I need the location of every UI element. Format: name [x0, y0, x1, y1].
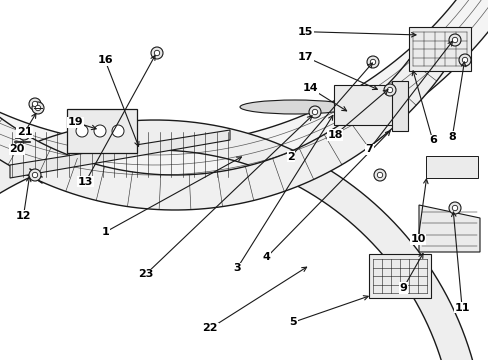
Circle shape: [386, 87, 392, 93]
Text: 18: 18: [326, 130, 342, 140]
Text: 1: 1: [101, 227, 109, 237]
FancyBboxPatch shape: [67, 109, 137, 153]
Text: 2: 2: [286, 152, 294, 162]
Text: 11: 11: [453, 303, 469, 313]
Text: 8: 8: [447, 132, 455, 142]
Circle shape: [458, 54, 470, 66]
Circle shape: [35, 105, 41, 111]
Circle shape: [32, 102, 44, 114]
Polygon shape: [10, 130, 229, 178]
Circle shape: [32, 101, 38, 107]
Circle shape: [312, 109, 317, 115]
Circle shape: [29, 98, 41, 110]
Text: 4: 4: [262, 252, 270, 262]
Text: 22: 22: [202, 323, 218, 333]
Text: 13: 13: [78, 177, 93, 187]
Circle shape: [448, 202, 460, 214]
Ellipse shape: [240, 100, 349, 114]
Circle shape: [369, 59, 375, 65]
Circle shape: [151, 47, 163, 59]
Text: 10: 10: [409, 234, 425, 244]
Circle shape: [461, 57, 467, 63]
Text: 15: 15: [297, 27, 313, 37]
Text: 21: 21: [17, 127, 32, 138]
Circle shape: [29, 169, 41, 181]
Polygon shape: [0, 120, 477, 360]
FancyBboxPatch shape: [368, 254, 430, 298]
Circle shape: [308, 106, 320, 118]
FancyBboxPatch shape: [425, 156, 477, 178]
Circle shape: [377, 172, 382, 178]
Circle shape: [451, 37, 457, 43]
Text: 7: 7: [365, 144, 372, 154]
Text: 16: 16: [97, 55, 113, 66]
FancyBboxPatch shape: [408, 27, 470, 71]
Circle shape: [154, 50, 160, 56]
Text: 5: 5: [289, 317, 297, 327]
Circle shape: [383, 84, 395, 96]
Circle shape: [451, 205, 457, 211]
Circle shape: [373, 169, 385, 181]
Text: 12: 12: [16, 211, 31, 221]
Text: 23: 23: [138, 269, 153, 279]
Text: 3: 3: [233, 263, 241, 273]
Circle shape: [76, 125, 88, 137]
Circle shape: [448, 34, 460, 46]
Polygon shape: [0, 0, 488, 190]
Text: 6: 6: [428, 135, 436, 145]
Text: 20: 20: [9, 144, 25, 154]
FancyBboxPatch shape: [333, 85, 397, 125]
Circle shape: [94, 125, 106, 137]
Text: 19: 19: [68, 117, 83, 127]
Text: 9: 9: [399, 283, 407, 293]
FancyBboxPatch shape: [391, 81, 407, 131]
Circle shape: [21, 131, 27, 137]
Polygon shape: [418, 205, 479, 252]
Polygon shape: [0, 36, 454, 210]
Circle shape: [18, 128, 30, 140]
Circle shape: [112, 125, 124, 137]
Text: 14: 14: [302, 83, 318, 93]
Circle shape: [32, 172, 38, 178]
Text: 17: 17: [297, 52, 313, 62]
Circle shape: [366, 56, 378, 68]
